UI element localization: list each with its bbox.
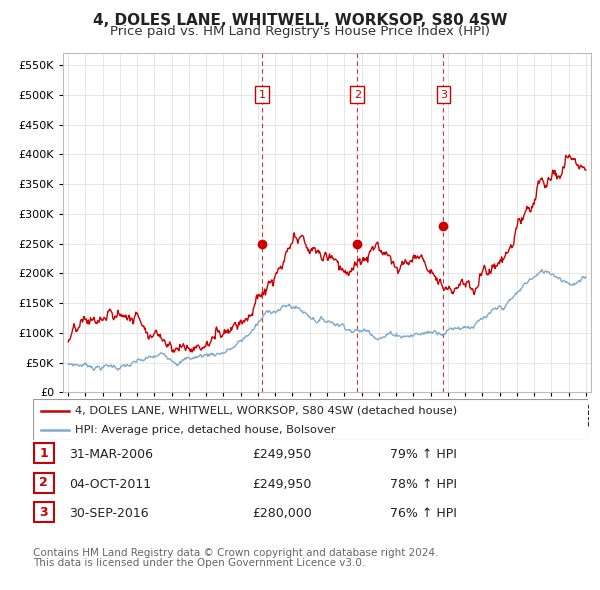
Text: 78% ↑ HPI: 78% ↑ HPI	[390, 478, 457, 491]
Text: 76% ↑ HPI: 76% ↑ HPI	[390, 507, 457, 520]
Text: 04-OCT-2011: 04-OCT-2011	[69, 478, 151, 491]
Text: Contains HM Land Registry data © Crown copyright and database right 2024.: Contains HM Land Registry data © Crown c…	[33, 548, 439, 558]
Text: 31-MAR-2006: 31-MAR-2006	[69, 448, 153, 461]
Text: This data is licensed under the Open Government Licence v3.0.: This data is licensed under the Open Gov…	[33, 558, 365, 568]
Text: 30-SEP-2016: 30-SEP-2016	[69, 507, 149, 520]
Text: 4, DOLES LANE, WHITWELL, WORKSOP, S80 4SW: 4, DOLES LANE, WHITWELL, WORKSOP, S80 4S…	[93, 13, 507, 28]
Text: 2: 2	[353, 90, 361, 100]
Text: Price paid vs. HM Land Registry's House Price Index (HPI): Price paid vs. HM Land Registry's House …	[110, 25, 490, 38]
Text: 2: 2	[40, 476, 48, 489]
Text: 1: 1	[40, 447, 48, 460]
Text: £249,950: £249,950	[252, 448, 311, 461]
Text: 4, DOLES LANE, WHITWELL, WORKSOP, S80 4SW (detached house): 4, DOLES LANE, WHITWELL, WORKSOP, S80 4S…	[74, 406, 457, 416]
Text: 3: 3	[40, 506, 48, 519]
Text: 79% ↑ HPI: 79% ↑ HPI	[390, 448, 457, 461]
Text: 1: 1	[259, 90, 266, 100]
Text: 3: 3	[440, 90, 447, 100]
Text: £280,000: £280,000	[252, 507, 312, 520]
Text: HPI: Average price, detached house, Bolsover: HPI: Average price, detached house, Bols…	[74, 425, 335, 434]
Text: £249,950: £249,950	[252, 478, 311, 491]
